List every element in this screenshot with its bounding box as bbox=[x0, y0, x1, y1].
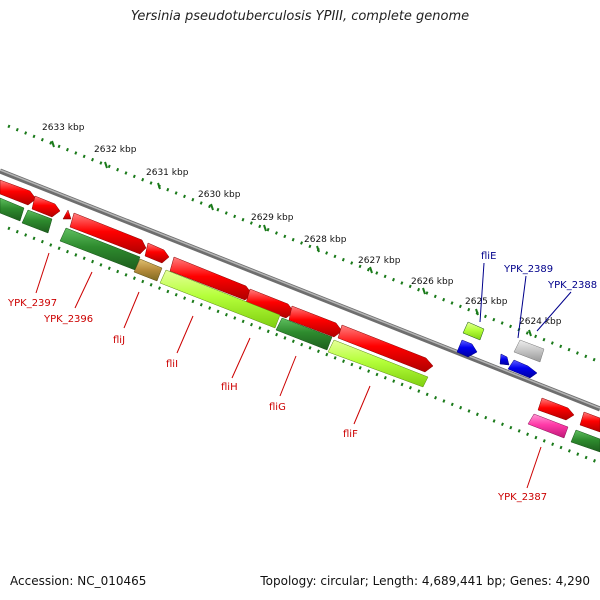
leader-ypk-2388 bbox=[536, 291, 572, 332]
tick-mark bbox=[104, 161, 108, 169]
cds-ypk-2387-pink-arrow bbox=[527, 413, 569, 439]
cds-blue-b-arrow bbox=[499, 353, 510, 366]
leader-fliF bbox=[353, 385, 371, 425]
tick-mark bbox=[475, 308, 479, 316]
cds-ypk-2397-arrow bbox=[31, 195, 61, 218]
leader-ypk-2397 bbox=[35, 252, 50, 294]
reverse-cds-track bbox=[0, 197, 600, 453]
leader-fliG bbox=[279, 355, 297, 397]
cds-small-arrow bbox=[62, 209, 72, 220]
tick-label: 2633 kbp bbox=[42, 123, 85, 133]
tick-label: 2626 kbp bbox=[411, 277, 454, 287]
tick-mark bbox=[51, 140, 55, 148]
cds-fliE-arrow bbox=[462, 321, 485, 341]
tick-mark bbox=[316, 245, 320, 253]
cds-ypk-2387-upper-arrow bbox=[537, 397, 575, 421]
cds-blue-a-arrow bbox=[456, 339, 478, 358]
gene-label-fliH: fliH bbox=[221, 382, 238, 393]
major-ticks bbox=[51, 140, 532, 337]
tick-track bbox=[7, 124, 600, 364]
tick-label: 2627 kbp bbox=[358, 256, 401, 266]
leader-fliH bbox=[231, 337, 251, 379]
cds-ypk-2397-green-arrow bbox=[21, 209, 53, 234]
tick-label: 2631 kbp bbox=[146, 168, 189, 178]
cds-right-edge-red-arrow bbox=[579, 411, 600, 433]
gene-label-ypk-2387: YPK_2387 bbox=[497, 492, 547, 503]
gene-label-ypk-2396: YPK_2396 bbox=[43, 314, 93, 325]
tick-label: 2630 kbp bbox=[198, 190, 241, 200]
tick-label: 2624 kbp bbox=[519, 317, 562, 327]
gene-label-fliG: fliG bbox=[269, 402, 286, 413]
tick-label: 2629 kbp bbox=[251, 213, 294, 223]
tick-mark bbox=[422, 287, 426, 295]
cds-fliF-region-a-arrow bbox=[288, 305, 343, 338]
tick-mark bbox=[528, 329, 532, 337]
cds-ypk-2388-blue-arrow bbox=[507, 359, 538, 379]
gene-label-fliJ: fliJ bbox=[113, 335, 125, 346]
cds-fliJ-region-arrow bbox=[69, 212, 147, 255]
tick-mark bbox=[157, 182, 161, 190]
cds-fliJ-mixed-arrow bbox=[133, 258, 163, 282]
tick-label: 2632 kbp bbox=[94, 145, 137, 155]
leader-fliE bbox=[479, 262, 485, 323]
gene-label-ypk-2397: YPK_2397 bbox=[7, 298, 57, 309]
other-features bbox=[456, 339, 545, 379]
cds-fliF-region-b-arrow bbox=[337, 324, 434, 373]
genome-backbone bbox=[0, 168, 600, 412]
map-title: Yersinia pseudotuberculosis YPIII, compl… bbox=[130, 9, 470, 24]
cds-left-green-arrow bbox=[0, 197, 25, 222]
cds-fliH-green-arrow bbox=[275, 317, 333, 351]
cds-fliI-lightgreen-arrow bbox=[159, 269, 281, 329]
gene-label-fliE: fliE bbox=[481, 251, 496, 262]
leader-ypk-2396 bbox=[74, 271, 93, 309]
gene-labels: YPK_2397 YPK_2396 fliJ fliI fliH fliG fl… bbox=[7, 251, 597, 503]
cds-fliF-lightgreen-arrow bbox=[327, 339, 429, 388]
leader-ypk-2387 bbox=[526, 446, 542, 489]
cds-right-edge-green-arrow bbox=[570, 429, 600, 453]
leader-ypk-2389 bbox=[517, 275, 527, 339]
tick-labels: 2633 kbp 2632 kbp 2631 kbp 2630 kbp 2629… bbox=[42, 123, 562, 327]
topology-text: Topology: circular; Length: 4,689,441 bp… bbox=[260, 574, 590, 588]
gene-label-ypk-2389: YPK_2389 bbox=[503, 264, 553, 275]
tick-mark bbox=[263, 224, 267, 232]
tick-mark bbox=[210, 203, 214, 211]
forward-cds-track bbox=[0, 179, 600, 433]
tick-label: 2628 kbp bbox=[304, 235, 347, 245]
gene-label-fliF: fliF bbox=[343, 429, 358, 440]
leader-fliI bbox=[176, 315, 194, 354]
cds-fliI-region-arrow bbox=[144, 242, 170, 264]
gene-label-ypk-2388: YPK_2388 bbox=[547, 280, 597, 291]
leader-fliJ bbox=[123, 291, 140, 329]
gene-label-fliI: fliI bbox=[166, 359, 178, 370]
tick-mark bbox=[369, 266, 373, 274]
cds-ypk-2398-arrow bbox=[0, 179, 37, 206]
tick-label: 2625 kbp bbox=[465, 297, 508, 307]
leader-lines bbox=[35, 252, 572, 489]
cds-ypk-2389-gray-arrow bbox=[513, 339, 545, 363]
accession-text: Accession: NC_010465 bbox=[10, 574, 147, 588]
